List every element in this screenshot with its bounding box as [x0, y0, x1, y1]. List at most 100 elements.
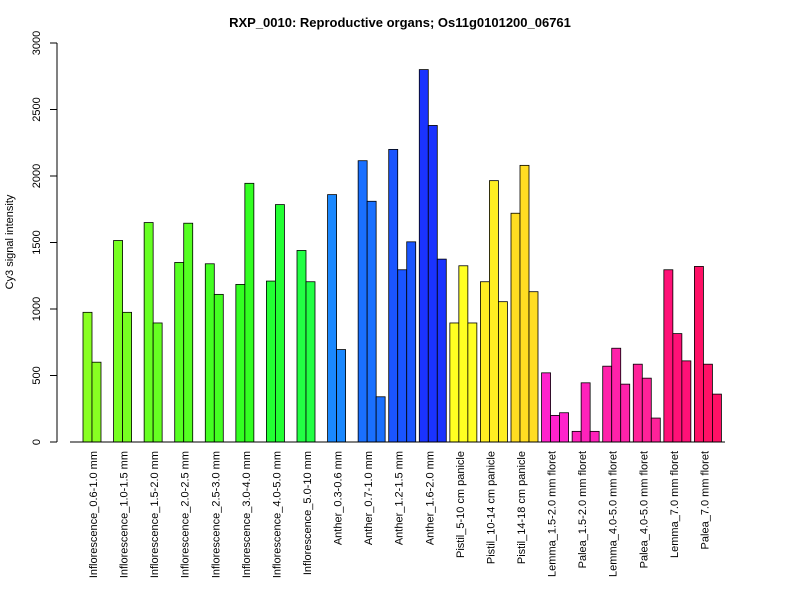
- y-tick-label: 2000: [31, 164, 43, 188]
- y-axis-label: Cy3 signal intensity: [4, 194, 16, 289]
- bar-group: [694, 266, 722, 443]
- category-labels: Inflorescence_0.6-1.0 mm Inflorescence_1.…: [88, 451, 711, 578]
- y-tick-label: 3000: [31, 31, 43, 55]
- bar: [305, 281, 316, 443]
- bar: [91, 361, 102, 443]
- y-tick-label: 2500: [31, 97, 43, 121]
- bar: [541, 372, 551, 443]
- bar-group: [143, 222, 163, 443]
- bar: [641, 377, 652, 443]
- x-tick-label: Anther_0.3-0.6 mm: [333, 451, 345, 545]
- bar: [519, 164, 530, 443]
- bar: [550, 414, 560, 443]
- bar-group: [418, 69, 447, 443]
- bar: [204, 263, 215, 443]
- bar: [388, 148, 399, 443]
- x-tick-label: Anther_0.7-1.0 mm: [363, 451, 375, 545]
- bar-group: [602, 347, 631, 443]
- bar: [327, 194, 337, 443]
- chart-title: RXP_0010: Reproductive organs; Os11g0101…: [229, 15, 571, 30]
- bar-group: [632, 363, 661, 443]
- y-tick-label: 500: [31, 366, 43, 384]
- bar: [235, 283, 246, 443]
- x-tick-label: Inflorescence_0.6-1.0 mm: [88, 451, 100, 578]
- bar: [427, 125, 438, 443]
- x-tick-label: Inflorescence_2.5-3.0 mm: [210, 451, 222, 578]
- bar: [183, 222, 194, 443]
- bar: [436, 258, 447, 443]
- bar: [650, 417, 661, 443]
- bar: [152, 322, 163, 443]
- bar: [174, 262, 185, 443]
- bar-group: [663, 269, 692, 443]
- bar: [357, 160, 368, 443]
- x-tick-label: Inflorescence_5.0-10 mm: [302, 451, 314, 575]
- bar-group: [510, 164, 539, 443]
- bar: [143, 222, 154, 443]
- bar: [559, 412, 569, 443]
- bar: [528, 291, 539, 443]
- y-axis: 0 500 1000 1500 2000 2500 3000: [31, 31, 58, 445]
- x-tick-label: Inflorescence_3.0-4.0 mm: [241, 451, 253, 578]
- bar: [672, 333, 683, 443]
- bar: [266, 280, 276, 443]
- bar: [122, 311, 132, 443]
- bar-group: [296, 250, 316, 443]
- bar: [467, 322, 478, 443]
- x-tick-label: Palea_1.5-2.0 mm floret: [577, 451, 589, 568]
- bar: [694, 266, 704, 443]
- bar: [632, 363, 643, 443]
- bar-group: [541, 372, 569, 443]
- bar: [406, 241, 417, 443]
- bar: [336, 349, 346, 443]
- bar-group: [327, 194, 346, 443]
- bar: [458, 265, 469, 443]
- bar: [418, 69, 429, 443]
- bar: [703, 363, 713, 443]
- bar-group: [113, 240, 132, 443]
- bar: [611, 347, 622, 443]
- bar: [663, 269, 674, 443]
- x-tick-label: Lemma_1.5-2.0 mm floret: [547, 451, 559, 577]
- bar-group: [480, 180, 508, 443]
- bars: [82, 69, 722, 443]
- bar: [82, 311, 93, 443]
- bar: [480, 281, 490, 443]
- x-tick-label: Pistil_5-10 cm panicle: [455, 451, 467, 558]
- bar-group: [357, 160, 386, 443]
- x-tick-label: Pistil_10-14 cm panicle: [485, 451, 497, 564]
- y-tick-label: 1500: [31, 230, 43, 254]
- bar: [275, 204, 285, 443]
- x-tick-label: Inflorescence_2.0-2.5 mm: [180, 451, 192, 578]
- bar: [681, 360, 692, 443]
- bar: [366, 200, 377, 443]
- bar: [296, 250, 307, 443]
- x-tick-label: Anther_1.6-2.0 mm: [424, 451, 436, 545]
- x-tick-label: Inflorescence_1.5-2.0 mm: [149, 451, 161, 578]
- x-tick-label: Inflorescence_1.0-1.5 mm: [119, 451, 131, 578]
- bar: [113, 240, 123, 443]
- bar: [602, 365, 613, 443]
- bar: [498, 301, 508, 443]
- bar: [712, 393, 722, 443]
- x-tick-label: Anther_1.2-1.5 mm: [394, 451, 406, 545]
- x-tick-label: Palea_4.0-5.0 mm floret: [638, 451, 650, 568]
- bar-group: [174, 222, 194, 443]
- x-tick-label: Palea_7.0 mm floret: [699, 451, 711, 549]
- bar-group: [82, 311, 102, 443]
- bar: [489, 180, 499, 443]
- bar: [589, 430, 600, 443]
- y-tick-label: 0: [31, 439, 43, 445]
- bar-group: [449, 265, 478, 443]
- bar: [397, 269, 408, 443]
- bar: [571, 430, 582, 443]
- bar-group: [388, 148, 417, 443]
- bar-group: [204, 263, 224, 443]
- bar: [213, 293, 224, 443]
- bar: [620, 383, 631, 443]
- bar: [244, 182, 255, 443]
- bar: [580, 382, 591, 443]
- x-tick-label: Lemma_4.0-5.0 mm floret: [608, 451, 620, 577]
- bar: [510, 212, 521, 443]
